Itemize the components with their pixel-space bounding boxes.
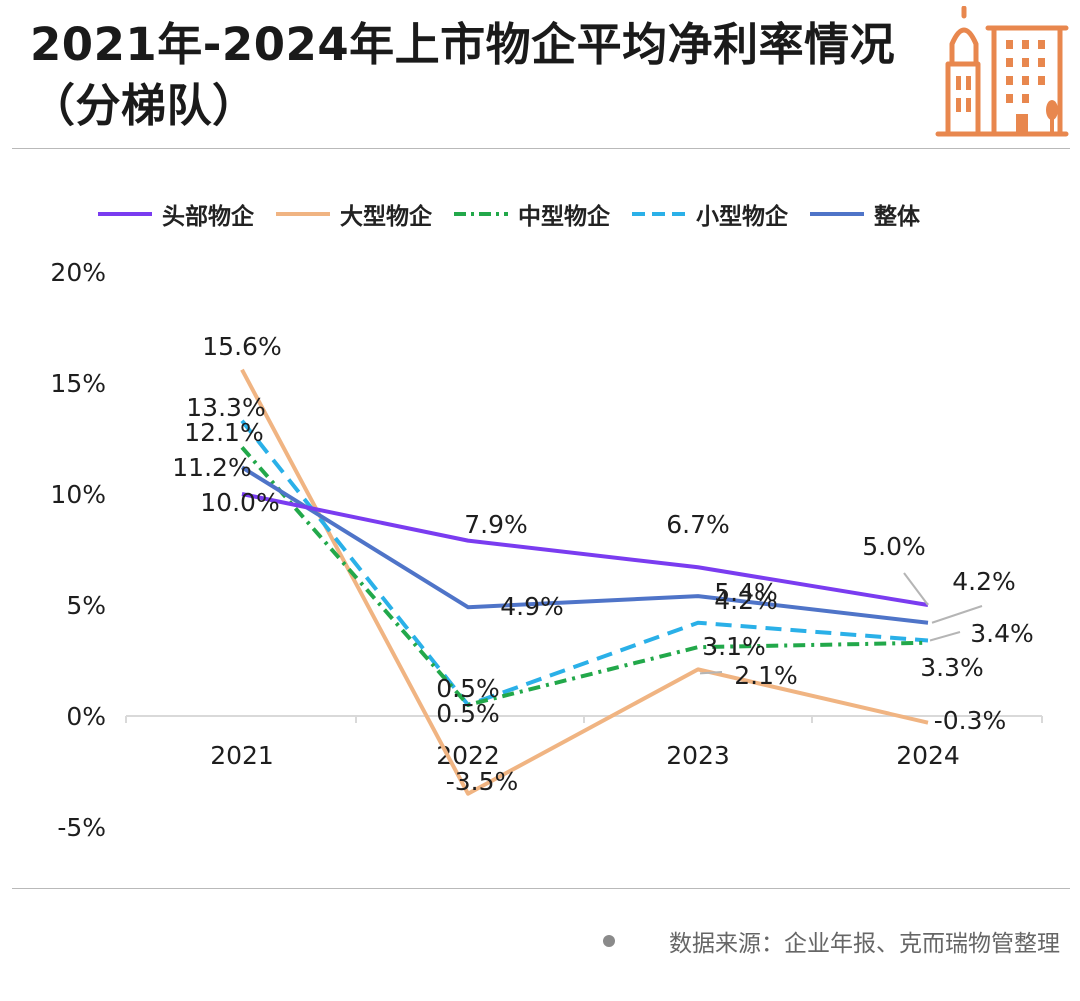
series-line: [240, 465, 929, 625]
data-label: 7.9%: [464, 510, 528, 539]
leader-line: [903, 572, 929, 606]
series-line: [240, 419, 929, 707]
series-line: [240, 446, 929, 707]
legend-label-small: 小型物企: [696, 204, 788, 230]
line-chart: 20%15%10%5%0%-5%2021 2022 2023 202410.0%7.9…: [50, 258, 1043, 842]
data-label: 4.2%: [952, 567, 1016, 596]
title-divider: [12, 148, 1070, 149]
x-tick-label: 2024: [896, 741, 960, 770]
data-label: 4.9%: [500, 592, 564, 621]
source-text: 数据来源：企业年报、克而瑞物管整理: [669, 931, 1060, 957]
y-tick-label: -5%: [57, 813, 106, 842]
legend-label-large: 大型物企: [340, 204, 432, 230]
y-tick-label: 5%: [66, 591, 106, 620]
data-label: 3.1%: [702, 632, 766, 661]
data-label: 3.4%: [970, 619, 1034, 648]
legend-item-large: 大型物企: [274, 197, 432, 231]
legend-swatch-large: [276, 212, 330, 216]
legend-label-overall: 整体: [874, 204, 920, 230]
leader-line: [931, 605, 983, 624]
y-tick-label: 15%: [50, 369, 106, 398]
legend-item-overall: 整体: [808, 197, 920, 231]
data-label: 0.5%: [436, 699, 500, 728]
chart-title: 2021年-2024年上市物企平均净利率情况（分梯队）: [30, 18, 896, 132]
building-logo-icon: [935, 6, 1069, 137]
legend-label-medium: 中型物企: [518, 204, 610, 230]
data-label: 2.1%: [734, 661, 798, 690]
data-label: 10.0%: [200, 488, 279, 517]
data-label: 12.1%: [184, 418, 263, 447]
data-label: 5.4%: [714, 578, 778, 607]
chart-legend: 头部物企 大型物企 中型物企 小型物企 整体: [96, 196, 920, 232]
data-label: 11.2%: [172, 453, 251, 482]
leader-line: [699, 671, 723, 675]
data-label: 3.3%: [920, 653, 984, 682]
legend-swatch-small: [632, 212, 686, 216]
x-tick-label: 2023: [666, 741, 730, 770]
source-note: 数据来源：企业年报、克而瑞物管整理: [603, 924, 1060, 958]
legend-item-medium: 中型物企: [452, 197, 610, 231]
x-tick-label: 2021: [210, 741, 274, 770]
legend-label-top: 头部物企: [162, 204, 254, 230]
series-line: [240, 368, 929, 796]
legend-swatch-overall: [810, 212, 864, 216]
data-label: -3.5%: [446, 767, 519, 796]
legend-swatch-medium: [454, 212, 508, 216]
footer-divider: [12, 888, 1070, 889]
bullet-dot-icon: [603, 935, 615, 947]
legend-item-top: 头部物企: [96, 197, 254, 231]
legend-item-small: 小型物企: [630, 197, 788, 231]
data-label: 0.5%: [436, 674, 500, 703]
data-label: -0.3%: [934, 706, 1007, 735]
data-label: 4.2%: [714, 586, 778, 615]
y-tick-label: 10%: [50, 480, 106, 509]
y-tick-label: 20%: [50, 258, 106, 287]
series-line: [241, 492, 929, 607]
data-label: 15.6%: [202, 332, 281, 361]
data-label: 5.0%: [862, 532, 926, 561]
data-label: 6.7%: [666, 510, 730, 539]
y-tick-label: 0%: [66, 702, 106, 731]
data-label: 13.3%: [186, 393, 265, 422]
leader-line: [929, 631, 961, 642]
legend-swatch-top: [98, 212, 152, 216]
